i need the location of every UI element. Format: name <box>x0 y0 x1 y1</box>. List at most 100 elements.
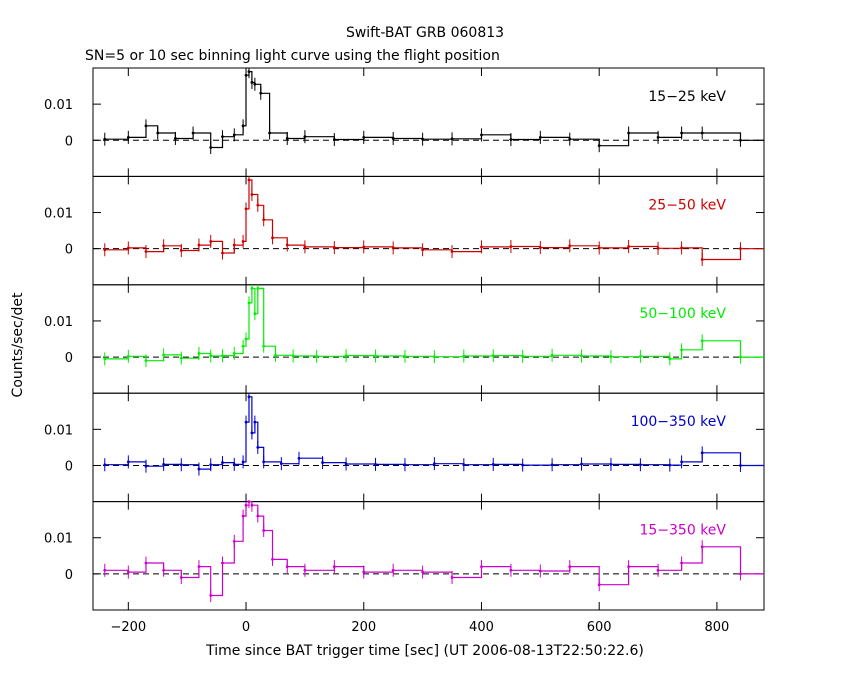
data-point <box>700 545 704 549</box>
data-point <box>297 456 301 460</box>
data-point <box>291 354 295 358</box>
data-point <box>739 464 742 467</box>
data-point <box>244 337 248 341</box>
data-point <box>374 354 377 358</box>
y-tick-label: 0.01 <box>44 98 73 113</box>
data-point <box>421 248 425 252</box>
data-point <box>162 568 166 572</box>
data-point <box>209 354 213 358</box>
data-point <box>521 463 525 467</box>
data-point <box>241 514 245 518</box>
data-point <box>303 568 307 572</box>
data-point <box>680 460 683 464</box>
data-point <box>253 82 257 86</box>
light-curve-line <box>104 71 764 149</box>
data-point <box>126 135 130 139</box>
panel-band-label: 15−350 keV <box>639 523 726 539</box>
data-point <box>232 539 236 543</box>
data-point <box>538 246 542 249</box>
panel-band-label: 50−100 keV <box>639 306 726 322</box>
data-point <box>580 462 583 466</box>
data-point <box>580 354 583 358</box>
data-point <box>656 135 660 139</box>
data-point <box>609 355 613 359</box>
data-point <box>550 353 554 357</box>
data-point <box>627 245 631 248</box>
data-point <box>221 135 224 139</box>
panel: 0 0.01 15−350 keV <box>44 500 765 611</box>
data-point <box>271 236 274 240</box>
data-point <box>209 240 213 243</box>
x-tick-label: 800 <box>704 620 729 635</box>
panel-frame <box>92 67 765 177</box>
data-point <box>262 344 266 348</box>
data-point <box>362 245 366 249</box>
data-point <box>103 248 107 252</box>
data-point <box>303 245 307 249</box>
data-point <box>700 451 704 455</box>
data-point <box>162 462 166 466</box>
data-point <box>241 124 245 128</box>
y-tick-label: 0 <box>65 134 73 149</box>
data-point <box>403 354 407 358</box>
panel-frame <box>92 392 765 503</box>
data-point <box>241 240 245 243</box>
data-point <box>279 462 283 466</box>
data-point <box>432 355 436 359</box>
data-point <box>209 463 213 467</box>
data-point <box>739 572 742 576</box>
data-point <box>568 565 572 569</box>
y-tick-label: 0.01 <box>44 207 73 222</box>
data-point <box>162 353 166 357</box>
data-point <box>179 576 183 579</box>
data-point <box>285 565 289 569</box>
data-point <box>491 354 495 358</box>
data-point <box>480 133 483 137</box>
data-point <box>250 193 254 196</box>
data-point <box>391 568 395 572</box>
data-point <box>450 576 454 579</box>
data-point <box>247 301 251 305</box>
y-tick-label: 0 <box>65 459 73 474</box>
data-point <box>241 460 245 464</box>
data-point <box>344 354 348 358</box>
data-point <box>285 137 289 140</box>
panel-frame <box>92 284 765 394</box>
data-point <box>403 463 407 467</box>
data-point <box>638 354 642 358</box>
data-point <box>462 463 466 467</box>
data-point <box>126 354 130 358</box>
data-point <box>700 131 704 135</box>
data-point <box>391 246 395 250</box>
data-point <box>450 137 454 141</box>
data-point <box>256 514 260 518</box>
data-point <box>156 131 160 135</box>
data-point <box>480 565 483 569</box>
panel-band-label: 100−350 keV <box>631 414 727 430</box>
data-point <box>256 203 260 207</box>
data-point <box>179 356 183 360</box>
data-point <box>244 207 248 211</box>
data-point <box>247 70 251 74</box>
data-point <box>221 561 224 565</box>
data-point <box>568 244 572 248</box>
data-point <box>609 462 613 466</box>
data-point <box>315 354 319 358</box>
data-point <box>597 144 601 148</box>
panel: 0 0.01 15−25 keV <box>44 67 765 177</box>
x-axis-label: Time since BAT trigger time [sec] (UT 20… <box>205 643 644 659</box>
x-tick-label: −200 <box>110 620 146 635</box>
data-point <box>656 568 660 572</box>
light-curve-line <box>104 501 764 597</box>
data-point <box>739 247 742 251</box>
y-tick-label: 0.01 <box>44 423 73 438</box>
data-point <box>568 137 572 141</box>
panel: 0 0.01 100−350 keV <box>44 392 765 503</box>
data-point <box>103 463 107 467</box>
data-point <box>144 561 148 565</box>
data-point <box>550 463 554 467</box>
data-point <box>262 460 266 464</box>
data-point <box>321 461 324 464</box>
data-point <box>421 137 425 141</box>
